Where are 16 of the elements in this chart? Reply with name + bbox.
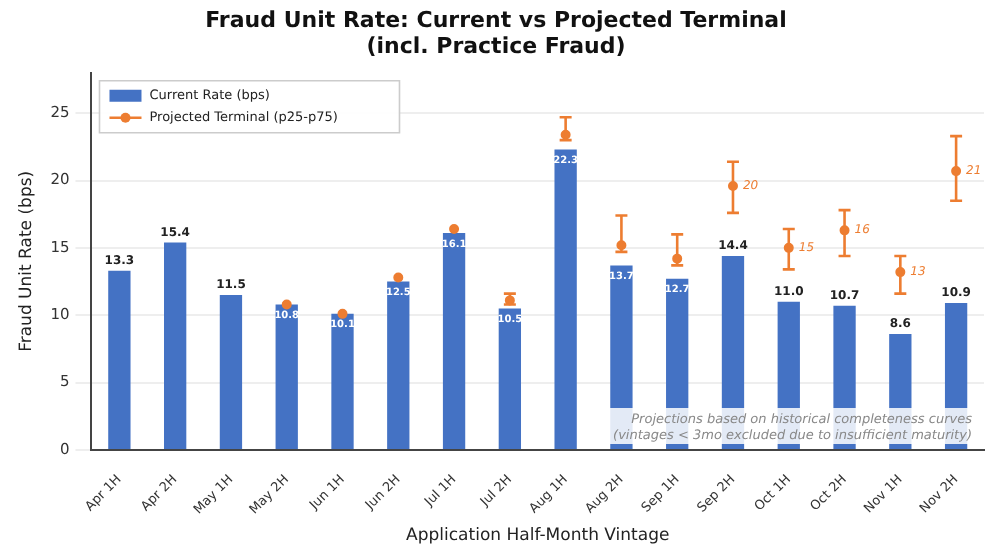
y-axis-title: Fraud Unit Rate (bps) [16, 170, 37, 352]
bar [554, 149, 577, 449]
bar [164, 242, 187, 449]
bar [331, 313, 354, 449]
bar [275, 304, 298, 449]
point [449, 224, 460, 235]
bar [219, 295, 243, 449]
x-axis-title: Application Half-Month Vintage [406, 526, 670, 547]
bar [108, 270, 131, 449]
point [281, 299, 292, 310]
chart-title: Fraud Unit Rate: Current vs Projected Terminal (incl. Practice Fraud) [205, 6, 787, 60]
bar [387, 281, 410, 449]
bar [498, 308, 522, 449]
point [337, 308, 348, 319]
bar [442, 233, 466, 449]
point [393, 272, 404, 283]
